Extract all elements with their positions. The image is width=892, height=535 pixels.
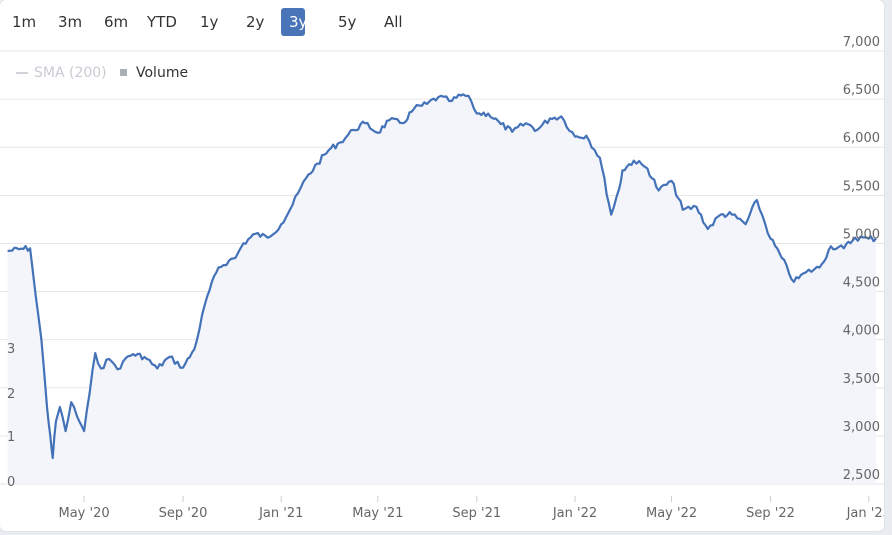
volume-tick-label: 2 [7, 387, 15, 402]
x-tick-label: Jan '22 [552, 506, 597, 521]
x-tick-label: May '21 [352, 506, 403, 521]
x-tick-label: May '20 [59, 506, 110, 521]
volume-tick-label: 1 [7, 430, 15, 445]
y-tick-label: 7,000 [843, 35, 880, 50]
x-tick-label: Sep '21 [452, 506, 501, 521]
y-tick-label: 4,500 [843, 276, 880, 291]
y-tick-label: 2,500 [843, 468, 880, 483]
y-tick-label: 6,000 [843, 131, 880, 146]
y-axis-labels: 7,000 6,500 6,000 5,500 5,000 4,500 4,000 3,500… [843, 35, 880, 483]
price-area-fill [7, 94, 877, 485]
legend-item-sma[interactable]: SMA (200) [16, 63, 107, 83]
range-ytd-button[interactable]: YTD [139, 8, 185, 36]
y-tick-label: 6,500 [843, 83, 880, 98]
x-axis-labels: May '20 Sep '20 Jan '21 May '21 Sep '21 Jan '… [59, 496, 884, 521]
volume-square-icon [120, 68, 127, 76]
range-2y-button[interactable]: 2y [238, 8, 272, 36]
range-3y-button[interactable]: 3y [281, 8, 307, 36]
legend-volume-label: Volume [136, 65, 189, 81]
range-1m-button[interactable]: 1m [4, 8, 44, 36]
volume-axis-labels: 3 2 1 0 [7, 342, 15, 490]
legend-item-volume[interactable]: Volume [120, 63, 188, 83]
volume-tick-label: 3 [7, 342, 15, 357]
range-1y-button[interactable]: 1y [192, 8, 226, 36]
range-6m-button[interactable]: 6m [96, 8, 136, 36]
x-tick-label: Sep '22 [746, 506, 795, 521]
range-3m-button[interactable]: 3m [50, 8, 90, 36]
x-tick-label: May '22 [646, 506, 697, 521]
y-tick-label: 3,000 [843, 420, 880, 435]
legend-sma-label: SMA (200) [34, 65, 107, 81]
price-line[interactable] [7, 93, 877, 460]
x-tick-label: Jan '23 [846, 506, 884, 521]
sma-line-icon [16, 72, 28, 74]
x-tick-label: Jan '21 [258, 506, 303, 521]
range-5y-button[interactable]: 5y [330, 8, 364, 36]
range-all-button[interactable]: All [376, 8, 411, 36]
x-tick-label: Sep '20 [159, 506, 208, 521]
y-tick-label: 4,000 [843, 324, 880, 339]
y-tick-label: 3,500 [843, 372, 880, 387]
volume-tick-label: 0 [7, 475, 15, 490]
y-tick-label: 5,500 [843, 179, 880, 194]
y-tick-label: 5,000 [843, 227, 880, 242]
